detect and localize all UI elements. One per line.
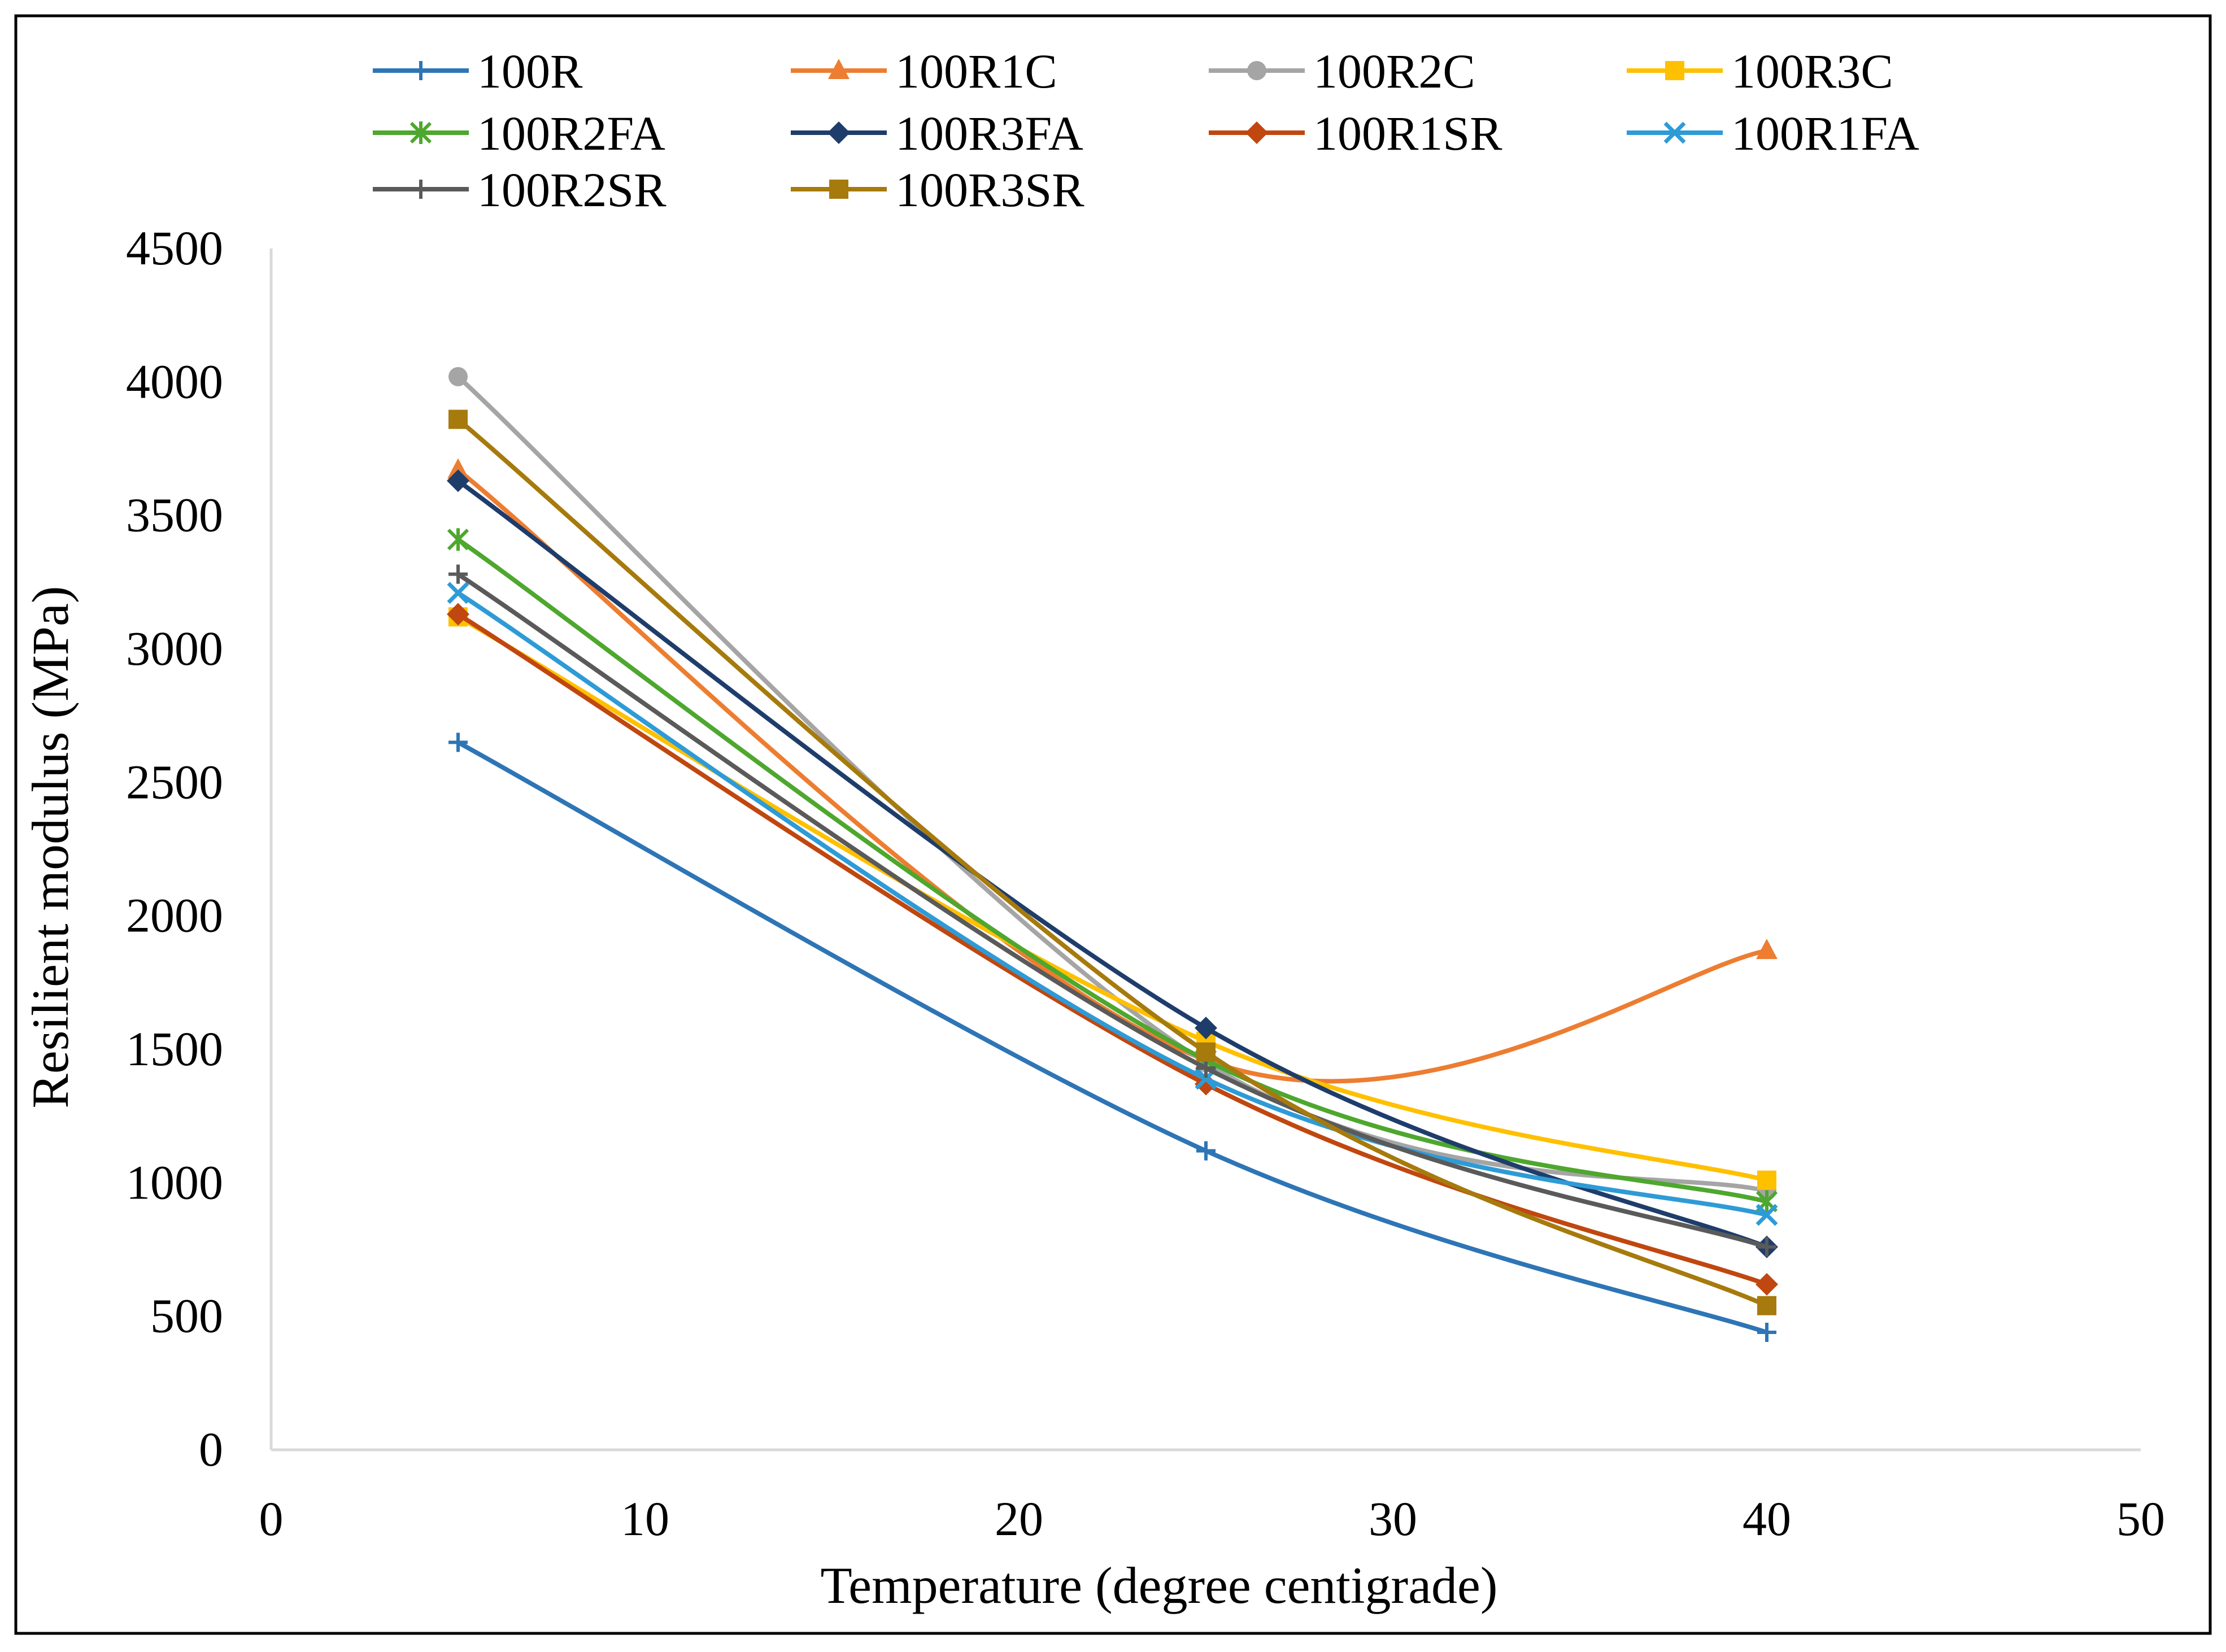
legend-label: 100R2SR (477, 163, 667, 217)
figure-border (14, 14, 2212, 1635)
y-axis-title: Resilient modulus (MPa) (21, 586, 79, 1108)
legend-item-100R2C: 100R2C (1209, 44, 1475, 98)
legend-item-100R1FA: 100R1FA (1627, 106, 1919, 160)
y-tick-label: 1000 (126, 1155, 223, 1209)
series-line-100R2FA (456, 537, 1767, 1204)
data-point-100R3SR (1757, 1296, 1776, 1315)
legend-label: 100R2FA (477, 106, 665, 160)
legend-label: 100R (477, 44, 583, 98)
legend-marker (829, 180, 848, 199)
y-tick-label: 2000 (126, 888, 223, 943)
y-tick-label: 3500 (126, 488, 223, 542)
legend-marker (411, 61, 430, 80)
y-tick-label: 4000 (126, 354, 223, 408)
legend-marker (1247, 61, 1266, 80)
data-point-100R1SR (1755, 1272, 1778, 1296)
legend-marker (1245, 121, 1268, 144)
x-tick-label: 40 (1743, 1492, 1791, 1546)
data-point-100R2FA (447, 528, 469, 551)
series-line-100R1C (456, 468, 1767, 1084)
data-point-100R3SR (1196, 1042, 1216, 1062)
series-line-100R2SR (456, 572, 1768, 1249)
data-point-100R1FA (1755, 1204, 1778, 1226)
legend-item-100R2FA: 100R2FA (373, 106, 665, 160)
axes: 0 500 1000 1500 2000 2500 3000 3500 4000 4500 0 10 2… (126, 221, 2165, 1546)
data-point-100R2SR (1196, 1058, 1216, 1078)
y-tick-label: 500 (150, 1289, 223, 1343)
series-100R2SR (448, 564, 1776, 1257)
data-point-100R1C (447, 458, 469, 479)
y-tick-label: 2500 (126, 755, 223, 809)
data-point-100R2SR (448, 564, 468, 584)
series-line-100R3SR (456, 417, 1768, 1308)
data-point-100R2C (448, 367, 468, 386)
series-100R3FA (447, 469, 1778, 1258)
x-tick-label: 30 (1369, 1492, 1417, 1546)
series-line-100R1FA (456, 591, 1767, 1217)
data-point-100R (1757, 1323, 1776, 1342)
legend-marker (1663, 121, 1686, 144)
y-tick-label: 1500 (126, 1022, 223, 1076)
legend-label: 100R3SR (895, 163, 1084, 217)
legend-label: 100R1FA (1731, 106, 1919, 160)
legend-marker (828, 59, 850, 79)
legend-item-100R1SR: 100R1SR (1209, 106, 1502, 160)
series-line-100R3FA (456, 478, 1768, 1249)
legend-item-100R3FA: 100R3FA (791, 106, 1083, 160)
legend-item-100R3SR: 100R3SR (791, 163, 1084, 217)
legend-label: 100R1SR (1313, 106, 1502, 160)
legend-item-100R3C: 100R3C (1627, 44, 1893, 98)
data-point-100R2SR (1757, 1237, 1776, 1257)
y-tick-label: 0 (199, 1422, 223, 1476)
x-tick-label: 50 (2116, 1492, 2165, 1546)
legend-marker (410, 121, 432, 144)
legend-label: 100R1C (895, 44, 1057, 98)
series-100R3SR (448, 409, 1776, 1315)
data-point-100R3SR (448, 409, 468, 429)
series-layer (447, 367, 1778, 1342)
y-tick-label: 4500 (126, 221, 223, 275)
legend-item-100R1C: 100R1C (791, 44, 1057, 98)
legend-item-100R2SR: 100R2SR (373, 163, 667, 217)
legend-label: 100R3C (1731, 44, 1893, 98)
legend-marker (1665, 61, 1684, 80)
x-tick-label: 20 (995, 1492, 1043, 1546)
data-point-100R1C (1756, 939, 1778, 960)
legend-label: 100R2C (1313, 44, 1475, 98)
legend-marker (827, 121, 850, 144)
data-point-100R1SR (447, 603, 469, 626)
legend-marker (411, 180, 430, 199)
data-point-100R3FA (447, 469, 469, 492)
y-tick-label: 3000 (126, 621, 223, 675)
series-100R (448, 733, 1776, 1342)
data-point-100R1FA (447, 582, 469, 604)
x-axis-title: Temperature (degree centigrade) (820, 1557, 1497, 1614)
data-point-100R3FA (1195, 1017, 1217, 1040)
legend-item-100R: 100R (373, 44, 583, 98)
x-tick-label: 10 (621, 1492, 669, 1546)
series-line-100R1SR (456, 612, 1768, 1287)
x-tick-label: 0 (259, 1492, 284, 1546)
legend-label: 100R3FA (895, 106, 1083, 160)
data-point-100R (448, 733, 468, 752)
data-point-100R3C (1757, 1170, 1776, 1190)
series-line-100R (457, 740, 1768, 1335)
data-point-100R (1196, 1141, 1216, 1161)
